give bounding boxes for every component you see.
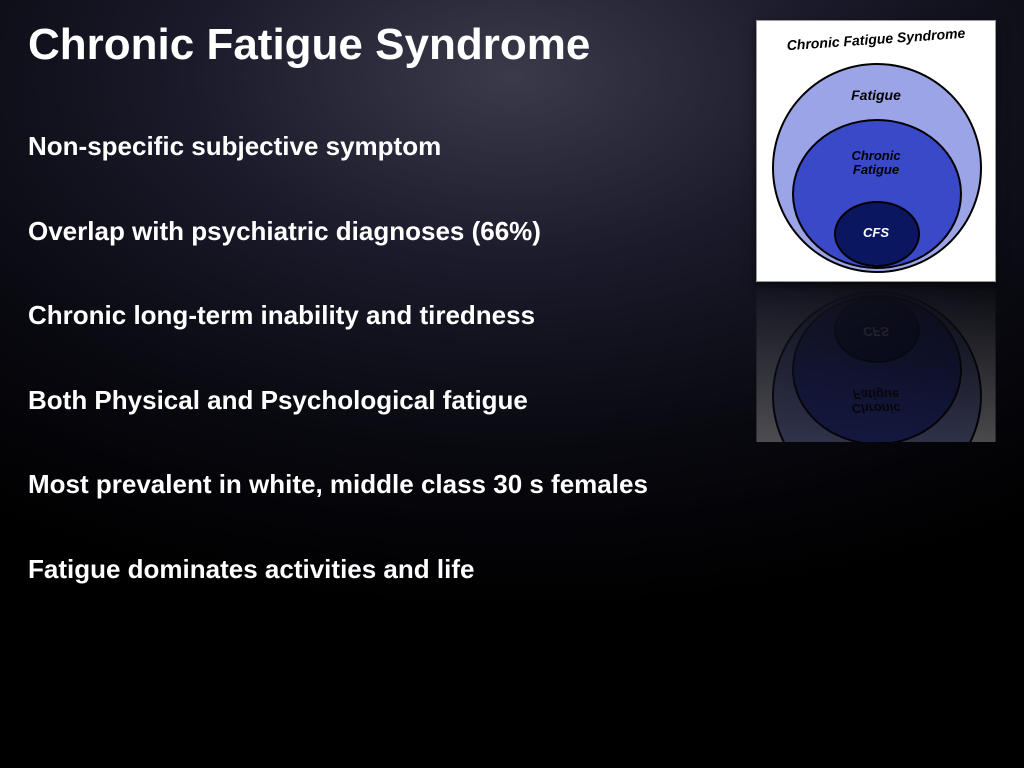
inner-circle-label: CFS xyxy=(757,225,995,240)
bullet-item: Fatigue dominates activities and life xyxy=(28,553,748,586)
venn-diagram-container: Chronic Fatigue Syndrome Fatigue Chronic… xyxy=(756,20,996,442)
outer-circle-label: Fatigue xyxy=(757,87,995,103)
middle-circle-label: ChronicFatigue xyxy=(757,386,995,415)
middle-circle-label: ChronicFatigue xyxy=(757,149,995,178)
venn-diagram: Chronic Fatigue Syndrome Fatigue Chronic… xyxy=(756,282,996,442)
venn-diagram: Chronic Fatigue Syndrome Fatigue Chronic… xyxy=(756,20,996,282)
bullet-item: Most prevalent in white, middle class 30… xyxy=(28,468,748,501)
inner-circle-label: CFS xyxy=(757,324,995,339)
diagram-title: Chronic Fatigue Syndrome xyxy=(757,23,996,56)
bullet-item: Chronic long-term inability and tirednes… xyxy=(28,299,748,332)
slide: Chronic Fatigue Syndrome Non-specific su… xyxy=(0,0,1024,768)
bullet-item: Both Physical and Psychological fatigue xyxy=(28,384,748,417)
bullet-list: Non-specific subjective symptom Overlap … xyxy=(28,130,748,637)
bullet-item: Non-specific subjective symptom xyxy=(28,130,748,163)
diagram-reflection: Chronic Fatigue Syndrome Fatigue Chronic… xyxy=(756,282,996,442)
bullet-item: Overlap with psychiatric diagnoses (66%) xyxy=(28,215,748,248)
slide-title: Chronic Fatigue Syndrome xyxy=(28,20,590,70)
